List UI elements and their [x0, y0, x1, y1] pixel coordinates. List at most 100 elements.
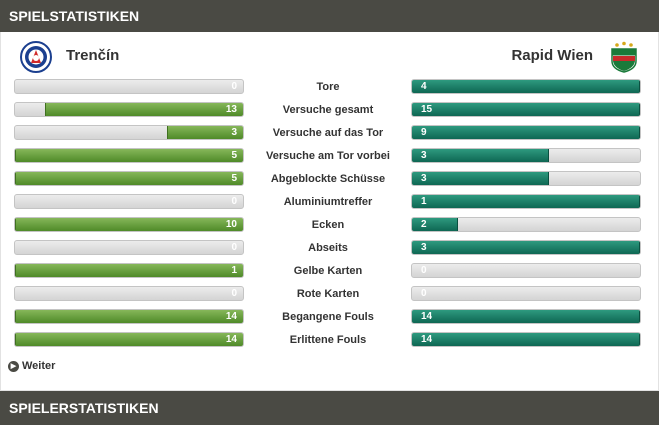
away-stat-bar: 0 [411, 286, 641, 301]
away-stat-fill [412, 333, 640, 346]
away-stat-value: 4 [421, 81, 427, 92]
away-team-name: Rapid Wien [511, 47, 593, 64]
away-stat-fill [412, 310, 640, 323]
home-stat-bar: 10 [14, 217, 244, 232]
away-stat-value: 1 [421, 196, 427, 207]
away-stat-value: 9 [421, 127, 427, 138]
stat-label: Ecken [311, 219, 345, 231]
stat-row: 0 Aluminiumtreffer 1 [0, 192, 659, 212]
stat-label: Versuche am Tor vorbei [266, 150, 390, 162]
home-stat-bar: 13 [14, 102, 244, 117]
away-stat-bar: 3 [411, 148, 641, 163]
arrow-right-circle-icon: ▶ [8, 360, 19, 372]
stat-row: 10 Ecken 2 [0, 215, 659, 235]
home-stat-value: 0 [231, 288, 237, 299]
match-stats-title: SPIELSTATISTIKEN [9, 8, 140, 24]
home-stat-value: 3 [231, 127, 237, 138]
away-stat-bar: 4 [411, 79, 641, 94]
away-stat-fill [412, 103, 640, 116]
home-stat-bar: 0 [14, 286, 244, 301]
away-stat-fill [412, 80, 640, 93]
stat-row: 13 Versuche gesamt 15 [0, 100, 659, 120]
home-stat-value: 5 [231, 173, 237, 184]
away-stat-bar: 0 [411, 263, 641, 278]
home-stat-fill [15, 218, 243, 231]
away-stat-bar: 9 [411, 125, 641, 140]
home-team-logo-icon [20, 41, 52, 73]
stat-label: Abseits [308, 242, 348, 254]
stat-row: 0 Abseits 3 [0, 238, 659, 258]
stat-label: Versuche auf das Tor [272, 127, 384, 139]
stat-label: Tore [316, 81, 340, 93]
stat-row: 3 Versuche auf das Tor 9 [0, 123, 659, 143]
away-stat-bar: 1 [411, 194, 641, 209]
home-stat-bar: 14 [14, 309, 244, 324]
home-stat-bar: 0 [14, 194, 244, 209]
home-stat-value: 1 [231, 265, 237, 276]
away-stat-fill [412, 195, 640, 208]
home-stat-value: 0 [231, 196, 237, 207]
away-stat-value: 15 [421, 104, 433, 115]
away-stat-bar: 15 [411, 102, 641, 117]
player-stats-title: SPIELERSTATISTIKEN [9, 400, 159, 416]
home-stat-value: 0 [231, 81, 237, 92]
away-stat-value: 0 [421, 288, 427, 299]
home-stat-value: 5 [231, 150, 237, 161]
stat-label: Aluminiumtreffer [283, 196, 373, 208]
stat-label: Gelbe Karten [293, 265, 363, 277]
home-team-name: Trenčín [66, 47, 120, 64]
away-stat-bar: 3 [411, 171, 641, 186]
away-stat-value: 3 [421, 242, 427, 253]
home-stat-value: 14 [225, 311, 237, 322]
away-stat-value: 2 [421, 219, 427, 230]
more-link-label: Weiter [22, 360, 56, 372]
away-stat-fill [412, 149, 549, 162]
player-stats-header[interactable]: SPIELERSTATISTIKEN [0, 391, 659, 425]
home-stat-value: 14 [225, 334, 237, 345]
stat-label: Abgeblockte Schüsse [270, 173, 386, 185]
home-stat-bar: 0 [14, 240, 244, 255]
home-stat-bar: 5 [14, 148, 244, 163]
away-stat-bar: 2 [411, 217, 641, 232]
stat-row: 5 Abgeblockte Schüsse 3 [0, 169, 659, 189]
away-stat-value: 3 [421, 173, 427, 184]
home-stat-value: 10 [225, 219, 237, 230]
away-stat-value: 14 [421, 311, 433, 322]
home-stat-bar: 14 [14, 332, 244, 347]
home-stat-value: 13 [225, 104, 237, 115]
stat-row: 1 Gelbe Karten 0 [0, 261, 659, 281]
away-stat-fill [412, 218, 458, 231]
stat-label: Rote Karten [296, 288, 360, 300]
away-stat-fill [412, 126, 640, 139]
home-stat-bar: 3 [14, 125, 244, 140]
away-team-logo-icon [608, 41, 640, 73]
away-stat-bar: 14 [411, 332, 641, 347]
stat-row: 0 Tore 4 [0, 77, 659, 97]
stat-row: 14 Begangene Fouls 14 [0, 307, 659, 327]
stat-label: Begangene Fouls [282, 311, 374, 323]
home-stat-value: 0 [231, 242, 237, 253]
stat-row: 0 Rote Karten 0 [0, 284, 659, 304]
away-stat-value: 0 [421, 265, 427, 276]
home-stat-bar: 5 [14, 171, 244, 186]
stat-label: Versuche gesamt [282, 104, 374, 116]
away-stat-value: 14 [421, 334, 433, 345]
home-stat-fill [15, 149, 243, 162]
stat-label: Erlittene Fouls [289, 334, 367, 346]
home-stat-fill [15, 264, 243, 277]
away-stat-bar: 14 [411, 309, 641, 324]
away-stat-bar: 3 [411, 240, 641, 255]
away-stat-fill [412, 172, 549, 185]
home-stat-fill [15, 310, 243, 323]
stat-row: 14 Erlittene Fouls 14 [0, 330, 659, 350]
home-stat-bar: 0 [14, 79, 244, 94]
home-stat-fill [15, 172, 243, 185]
home-stat-fill [15, 333, 243, 346]
stat-row: 5 Versuche am Tor vorbei 3 [0, 146, 659, 166]
match-stats-header: SPIELSTATISTIKEN [0, 0, 659, 32]
more-link[interactable]: ▶ Weiter [8, 360, 55, 372]
away-stat-fill [412, 241, 640, 254]
home-stat-fill [45, 103, 243, 116]
away-stat-value: 3 [421, 150, 427, 161]
home-stat-bar: 1 [14, 263, 244, 278]
